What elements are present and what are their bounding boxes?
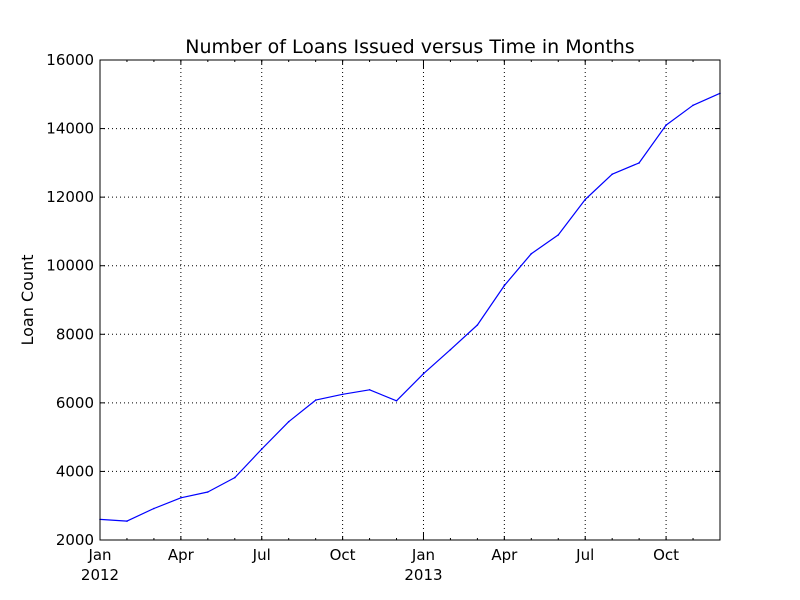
chart-title: Number of Loans Issued versus Time in Mo… [185, 36, 634, 58]
x-tick-label: Jan [87, 546, 111, 564]
data-point [476, 324, 479, 326]
x-tick-label: Oct [653, 546, 679, 564]
y-tick-label: 14000 [46, 120, 94, 138]
data-point [126, 520, 128, 522]
plot-frame [99, 59, 721, 541]
data-point [341, 393, 344, 396]
y-tick-label: 16000 [46, 51, 94, 69]
y-axis-label: Loan Count [18, 255, 37, 346]
y-tick-label: 4000 [56, 462, 94, 480]
data-point [368, 389, 371, 391]
y-tick-label: 8000 [56, 325, 94, 343]
y-tick-label: 2000 [56, 531, 94, 549]
data-point [314, 399, 317, 401]
data-point [207, 491, 209, 493]
data-point [287, 420, 290, 423]
data-point [422, 372, 425, 375]
data-point [638, 162, 640, 164]
x-tick-year-label: 2013 [404, 566, 442, 584]
data-point [180, 497, 182, 499]
y-axis-ticks: 2000 4000 6000 8000 10000 12000 14000 16000 [46, 51, 720, 549]
x-axis-ticks: Jan 2012 Apr Jul Oct Jan 2013 Apr Jul Oct [81, 60, 694, 584]
data-point [503, 284, 506, 287]
x-tick-label: Jan [411, 546, 435, 564]
x-tick-label: Jul [575, 546, 594, 564]
data-point [153, 507, 155, 510]
data-point [530, 252, 533, 255]
data-point [395, 400, 398, 402]
x-tick-label: Apr [168, 546, 195, 564]
data-point [584, 198, 586, 201]
data-point [449, 348, 452, 351]
y-tick-label: 6000 [56, 394, 94, 412]
series-line [99, 92, 721, 522]
y-tick-label: 12000 [46, 188, 94, 206]
data-point [557, 234, 560, 236]
data-point [611, 173, 613, 175]
y-tick-label: 10000 [46, 257, 94, 275]
x-tick-year-label: 2012 [81, 566, 119, 584]
x-tick-label: Apr [491, 546, 518, 564]
x-tick-label: Jul [252, 546, 271, 564]
data-point [692, 104, 694, 107]
data-point [260, 448, 263, 450]
data-point [665, 124, 667, 126]
x-tick-label: Oct [330, 546, 356, 564]
data-point [234, 476, 236, 479]
grid-lines [100, 60, 720, 540]
